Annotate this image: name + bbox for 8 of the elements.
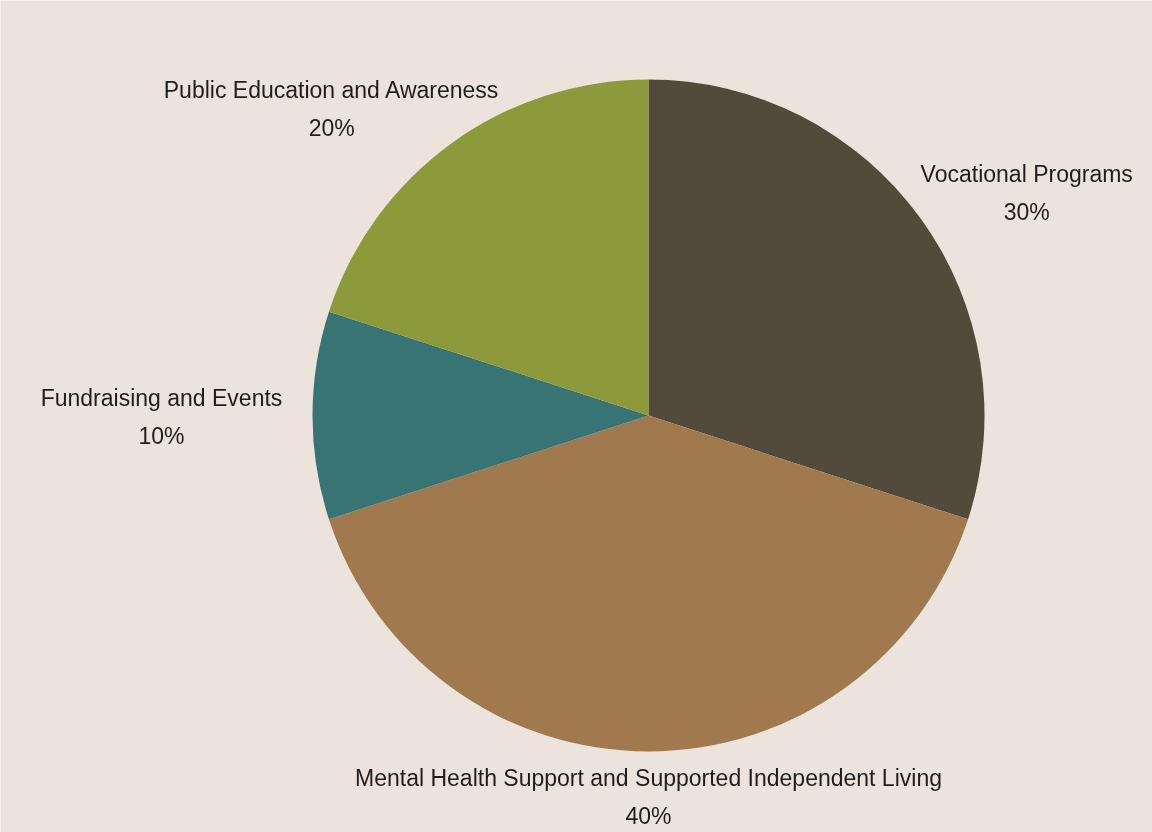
data-label: 40% <box>625 802 672 829</box>
slice-label: Vocational Programs <box>920 161 1133 188</box>
slice-label: Mental Health Support and Supported Independent Living <box>355 764 942 791</box>
slice-label: Public Education and Awareness <box>163 77 499 104</box>
data-label: 20% <box>308 115 355 142</box>
data-label: 10% <box>138 422 185 449</box>
slice-label: Fundraising and Events <box>40 384 283 411</box>
data-label: 30% <box>1003 199 1050 226</box>
